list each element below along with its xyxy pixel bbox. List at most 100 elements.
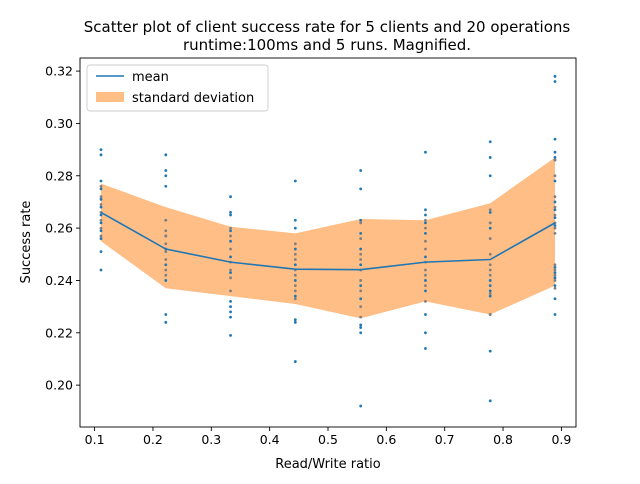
scatter-point-blue xyxy=(99,229,103,233)
scatter-point-blue xyxy=(359,247,363,251)
scatter-point-grey xyxy=(553,286,557,290)
scatter-point-grey xyxy=(553,195,557,199)
scatter-point-blue xyxy=(293,320,297,324)
scatter-point-blue xyxy=(359,284,363,288)
scatter-point-blue xyxy=(229,334,232,337)
x-tick-label: 0.1 xyxy=(85,432,105,447)
scatter-point-blue xyxy=(164,313,168,316)
scatter-point-grey xyxy=(164,258,168,261)
scatter-point-grey xyxy=(164,250,168,254)
scatter-point-blue xyxy=(553,80,557,83)
scatter-point-grey xyxy=(359,289,363,293)
scatter-point-blue xyxy=(359,331,363,335)
scatter-point-blue xyxy=(553,297,557,301)
scatter-point-grey xyxy=(424,218,427,222)
scatter-point-blue xyxy=(553,150,557,154)
scatter-point-grey xyxy=(424,284,427,288)
scatter-point-grey xyxy=(488,313,492,316)
y-tick-label: 0.22 xyxy=(45,325,73,340)
scatter-point-blue xyxy=(99,153,103,157)
scatter-point-blue xyxy=(99,179,103,183)
scatter-point-grey xyxy=(99,226,103,230)
scatter-point-grey xyxy=(99,184,103,188)
scatter-point-blue xyxy=(488,284,492,288)
scatter-point-blue xyxy=(164,263,168,267)
scatter-point-blue xyxy=(99,221,103,225)
scatter-point-grey xyxy=(424,226,427,230)
scatter-point-blue xyxy=(99,205,103,209)
scatter-point-blue xyxy=(424,213,427,217)
scatter-point-blue xyxy=(164,169,168,172)
x-tick-label: 0.7 xyxy=(435,432,455,447)
scatter-point-blue xyxy=(553,265,557,269)
scatter-point-blue xyxy=(359,169,363,172)
scatter-point-grey xyxy=(359,279,363,282)
scatter-point-grey xyxy=(99,203,103,206)
scatter-point-blue xyxy=(359,326,363,329)
scatter-point-blue xyxy=(424,231,427,235)
scatter-point-blue xyxy=(99,237,103,240)
scatter-point-blue xyxy=(424,331,427,335)
scatter-point-blue xyxy=(293,318,297,322)
x-tick-label: 0.8 xyxy=(493,432,513,447)
scatter-point-blue xyxy=(488,174,492,178)
scatter-point-grey xyxy=(293,289,297,293)
scatter-point-blue xyxy=(229,211,232,214)
scatter-point-blue xyxy=(488,279,492,282)
scatter-point-blue xyxy=(293,247,297,251)
scatter-point-blue xyxy=(553,156,557,159)
scatter-point-blue xyxy=(553,74,557,78)
scatter-point-grey xyxy=(293,284,297,288)
scatter-point-blue xyxy=(359,404,363,408)
x-axis-label: Read/Write ratio xyxy=(275,457,381,472)
scatter-point-blue xyxy=(293,360,297,363)
x-tick-label: 0.5 xyxy=(318,432,338,447)
scatter-point-grey xyxy=(424,273,427,277)
scatter-point-grey xyxy=(488,268,492,272)
std-band-layer xyxy=(101,157,555,319)
scatter-point-grey xyxy=(553,205,557,209)
x-tick-label: 0.3 xyxy=(201,432,221,447)
mean-line-layer xyxy=(100,211,556,271)
scatter-point-grey xyxy=(553,273,557,277)
scatter-point-grey xyxy=(359,315,363,319)
legend-band-swatch xyxy=(96,92,124,102)
scatter-point-grey xyxy=(553,213,557,217)
scatter-point-blue xyxy=(424,221,427,225)
y-tick-label: 0.26 xyxy=(45,221,73,236)
scatter-point-grey xyxy=(99,218,103,222)
scatter-point-grey xyxy=(488,292,492,295)
scatter-point-blue xyxy=(229,195,232,199)
scatter-point-blue xyxy=(488,289,492,293)
scatter-point-grey xyxy=(424,299,427,303)
scatter-point-blue xyxy=(553,179,557,183)
scatter-point-blue xyxy=(164,320,168,324)
scatter-point-blue xyxy=(424,208,427,212)
scatter-point-blue xyxy=(229,310,232,314)
scatter-point-grey xyxy=(164,273,168,277)
scatter-point-blue xyxy=(424,313,427,316)
scatter-point-blue xyxy=(293,263,297,267)
scatter-point-grey xyxy=(99,234,103,238)
scatter-point-grey xyxy=(164,234,168,238)
y-tick-label: 0.24 xyxy=(45,273,73,288)
scatter-point-blue xyxy=(229,315,232,319)
scatter-point-blue xyxy=(553,271,557,274)
scatter-point-blue xyxy=(99,197,103,201)
scatter-point-grey xyxy=(488,273,492,277)
y-axis-ticks: 0.20 0.22 0.24 0.26 0.28 0.30 0.32 xyxy=(45,64,80,393)
legend-band-label: standard deviation xyxy=(132,91,254,106)
scatter-point-grey xyxy=(293,258,297,261)
scatter-point-blue xyxy=(359,187,363,191)
scatter-point-grey xyxy=(488,252,492,256)
scatter-point-blue xyxy=(488,399,492,403)
scatter-points-layer xyxy=(99,74,557,408)
scatter-point-blue xyxy=(293,279,297,282)
scatter-point-grey xyxy=(488,237,492,240)
scatter-point-grey xyxy=(359,305,363,309)
scatter-point-grey xyxy=(164,268,168,272)
scatter-point-blue xyxy=(164,174,168,178)
scatter-point-grey xyxy=(359,221,363,225)
